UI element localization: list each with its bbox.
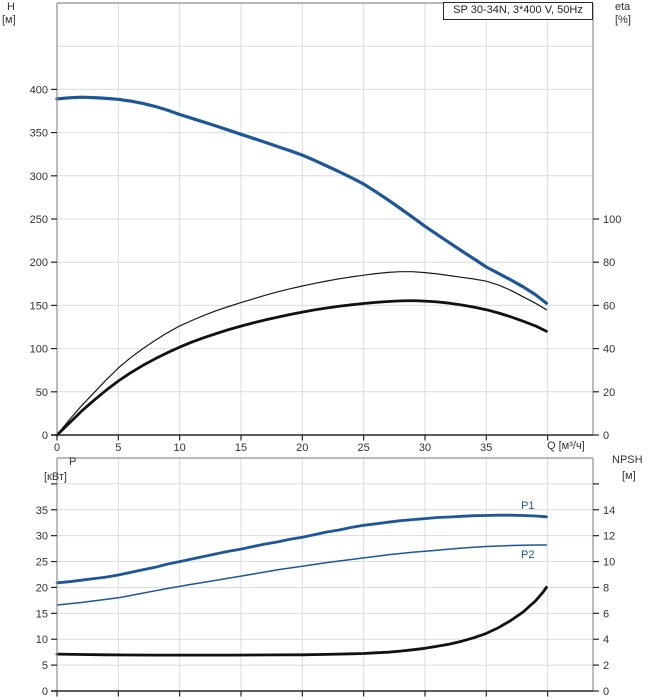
- svg-text:0: 0: [42, 686, 48, 698]
- svg-text:15: 15: [235, 442, 247, 454]
- svg-text:350: 350: [30, 128, 48, 140]
- svg-text:0: 0: [42, 430, 48, 442]
- svg-text:5: 5: [42, 660, 48, 672]
- svg-text:0: 0: [603, 686, 609, 698]
- h-axis-name: H: [7, 1, 15, 13]
- svg-text:200: 200: [30, 257, 48, 269]
- svg-text:35: 35: [480, 442, 492, 454]
- svg-text:50: 50: [36, 387, 48, 399]
- svg-text:6: 6: [603, 608, 609, 620]
- svg-text:20: 20: [296, 442, 308, 454]
- svg-text:250: 250: [30, 214, 48, 226]
- npsh-axis-name: NPSH: [612, 454, 643, 466]
- svg-text:20: 20: [36, 582, 48, 594]
- svg-text:2: 2: [603, 660, 609, 672]
- svg-text:4: 4: [603, 634, 609, 646]
- eta-axis-unit: [%]: [615, 14, 631, 26]
- svg-text:10: 10: [174, 442, 186, 454]
- svg-text:0: 0: [603, 430, 609, 442]
- svg-text:30: 30: [419, 442, 431, 454]
- svg-text:400: 400: [30, 84, 48, 96]
- svg-text:100: 100: [30, 344, 48, 356]
- svg-text:300: 300: [30, 171, 48, 183]
- q-axis-label: Q [м³/ч]: [547, 440, 585, 452]
- svg-text:5: 5: [115, 442, 121, 454]
- p-axis-unit: [кВт]: [44, 471, 67, 483]
- svg-text:25: 25: [36, 557, 48, 569]
- svg-text:30: 30: [36, 531, 48, 543]
- npsh-axis-unit: [м]: [622, 470, 636, 482]
- svg-text:8: 8: [603, 582, 609, 594]
- svg-text:20: 20: [603, 387, 615, 399]
- svg-text:80: 80: [603, 257, 615, 269]
- p1-curve-label: P1: [521, 500, 535, 512]
- svg-text:60: 60: [603, 300, 615, 312]
- eta-axis-name: eta: [615, 1, 631, 13]
- h-axis-unit: [м]: [2, 14, 16, 26]
- svg-text:12: 12: [603, 531, 615, 543]
- svg-text:15: 15: [36, 608, 48, 620]
- svg-text:10: 10: [603, 557, 615, 569]
- svg-text:0: 0: [54, 442, 60, 454]
- svg-text:150: 150: [30, 300, 48, 312]
- pump-title-box: SP 30-34N, 3*400 V, 50Hz: [443, 2, 593, 20]
- svg-text:10: 10: [36, 634, 48, 646]
- svg-text:25: 25: [358, 442, 370, 454]
- svg-text:35: 35: [36, 505, 48, 517]
- p2-curve-label: P2: [521, 549, 535, 561]
- svg-text:40: 40: [603, 344, 615, 356]
- svg-text:14: 14: [603, 505, 615, 517]
- svg-text:100: 100: [603, 214, 621, 226]
- p-axis-name: P: [69, 456, 77, 468]
